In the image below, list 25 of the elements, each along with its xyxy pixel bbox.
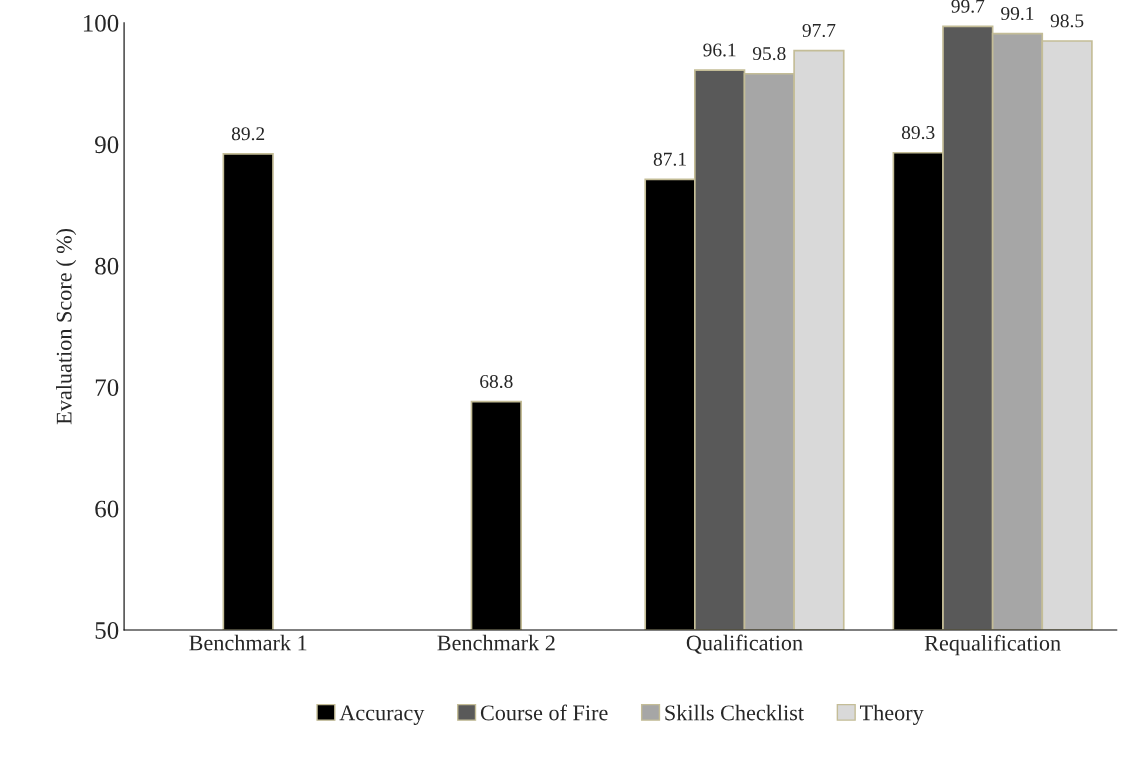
x-tick-label: Requalification	[924, 634, 1061, 656]
data-label: 98.5	[1050, 14, 1084, 28]
x-tick-label: Qualification	[686, 634, 803, 654]
legend-label: Skills Checklist	[665, 704, 804, 721]
data-label: 95.8	[752, 46, 786, 61]
data-label: 99.7	[951, 0, 985, 13]
data-label: 96.1	[703, 43, 736, 57]
y-tick-label: 100	[83, 14, 119, 32]
data-label: 97.7	[802, 23, 836, 38]
legend-label: Accuracy	[339, 705, 425, 725]
data-label: 99.1	[1001, 6, 1034, 21]
y-axis-title: Evaluation Score ( %)	[56, 228, 77, 425]
data-label: 89.2	[231, 127, 265, 141]
data-label: 89.3	[901, 125, 935, 140]
y-tick-label: 50	[95, 622, 119, 639]
data-label: 87.1	[653, 152, 686, 166]
y-tick-label: 70	[95, 379, 119, 397]
legend-label: Theory	[859, 704, 924, 725]
data-label: 68.8	[480, 374, 513, 389]
y-tick-label: 60	[95, 500, 119, 518]
y-tick-label: 90	[95, 136, 119, 154]
legend-label: Course of Fire	[480, 704, 608, 721]
y-tick-label: 80	[95, 257, 119, 275]
x-tick-label: Benchmark 1	[189, 634, 307, 651]
x-tick-label: Benchmark 2	[437, 634, 555, 651]
